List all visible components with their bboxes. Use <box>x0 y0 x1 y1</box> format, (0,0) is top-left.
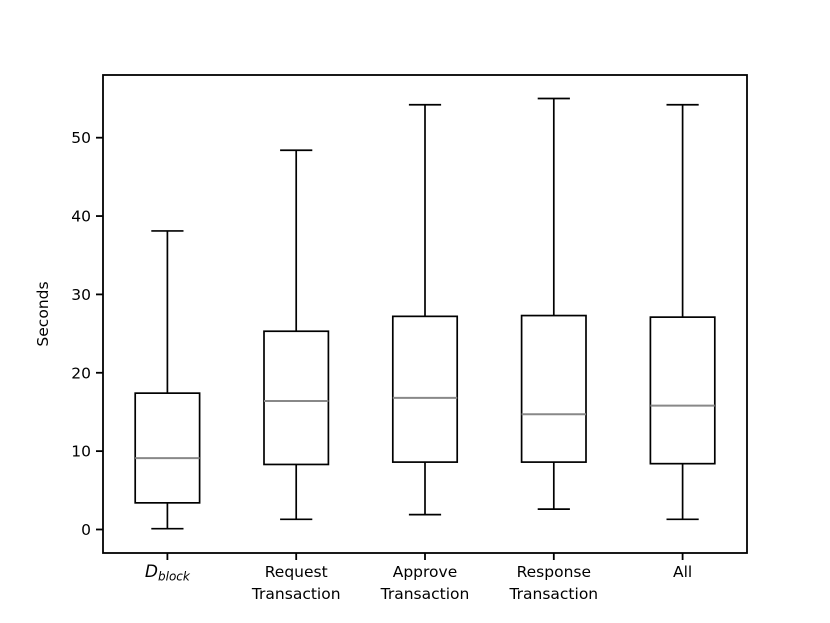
y-tick-label: 0 <box>81 521 91 539</box>
box-d_block <box>134 230 201 530</box>
y-tick-label: 10 <box>71 443 91 461</box>
box-all <box>649 103 716 521</box>
iqr-box <box>134 392 201 504</box>
x-tick-label: Response <box>517 563 591 581</box>
x-tick-label: Transaction <box>380 585 470 603</box>
y-axis-label: Seconds <box>34 281 52 346</box>
iqr-box <box>263 330 330 466</box>
x-tick-label: Request <box>265 563 328 581</box>
box-request-transaction <box>263 149 330 521</box>
y-tick-label: 30 <box>71 286 91 304</box>
y-tick-label: 40 <box>71 208 91 226</box>
iqr-box <box>649 316 716 465</box>
iqr-box <box>520 314 587 463</box>
x-tick-label: Dblock <box>145 562 191 584</box>
y-tick-label: 20 <box>71 364 91 382</box>
x-tick-label: All <box>673 563 692 581</box>
x-tick-label: Transaction <box>251 585 341 603</box>
x-tick-label: Transaction <box>508 585 598 603</box>
y-tick-label: 50 <box>71 129 91 147</box>
x-tick-label: Approve <box>393 563 458 581</box>
box-approve-transaction <box>391 103 459 516</box>
iqr-box <box>391 315 459 463</box>
box-response-transaction <box>520 97 587 510</box>
